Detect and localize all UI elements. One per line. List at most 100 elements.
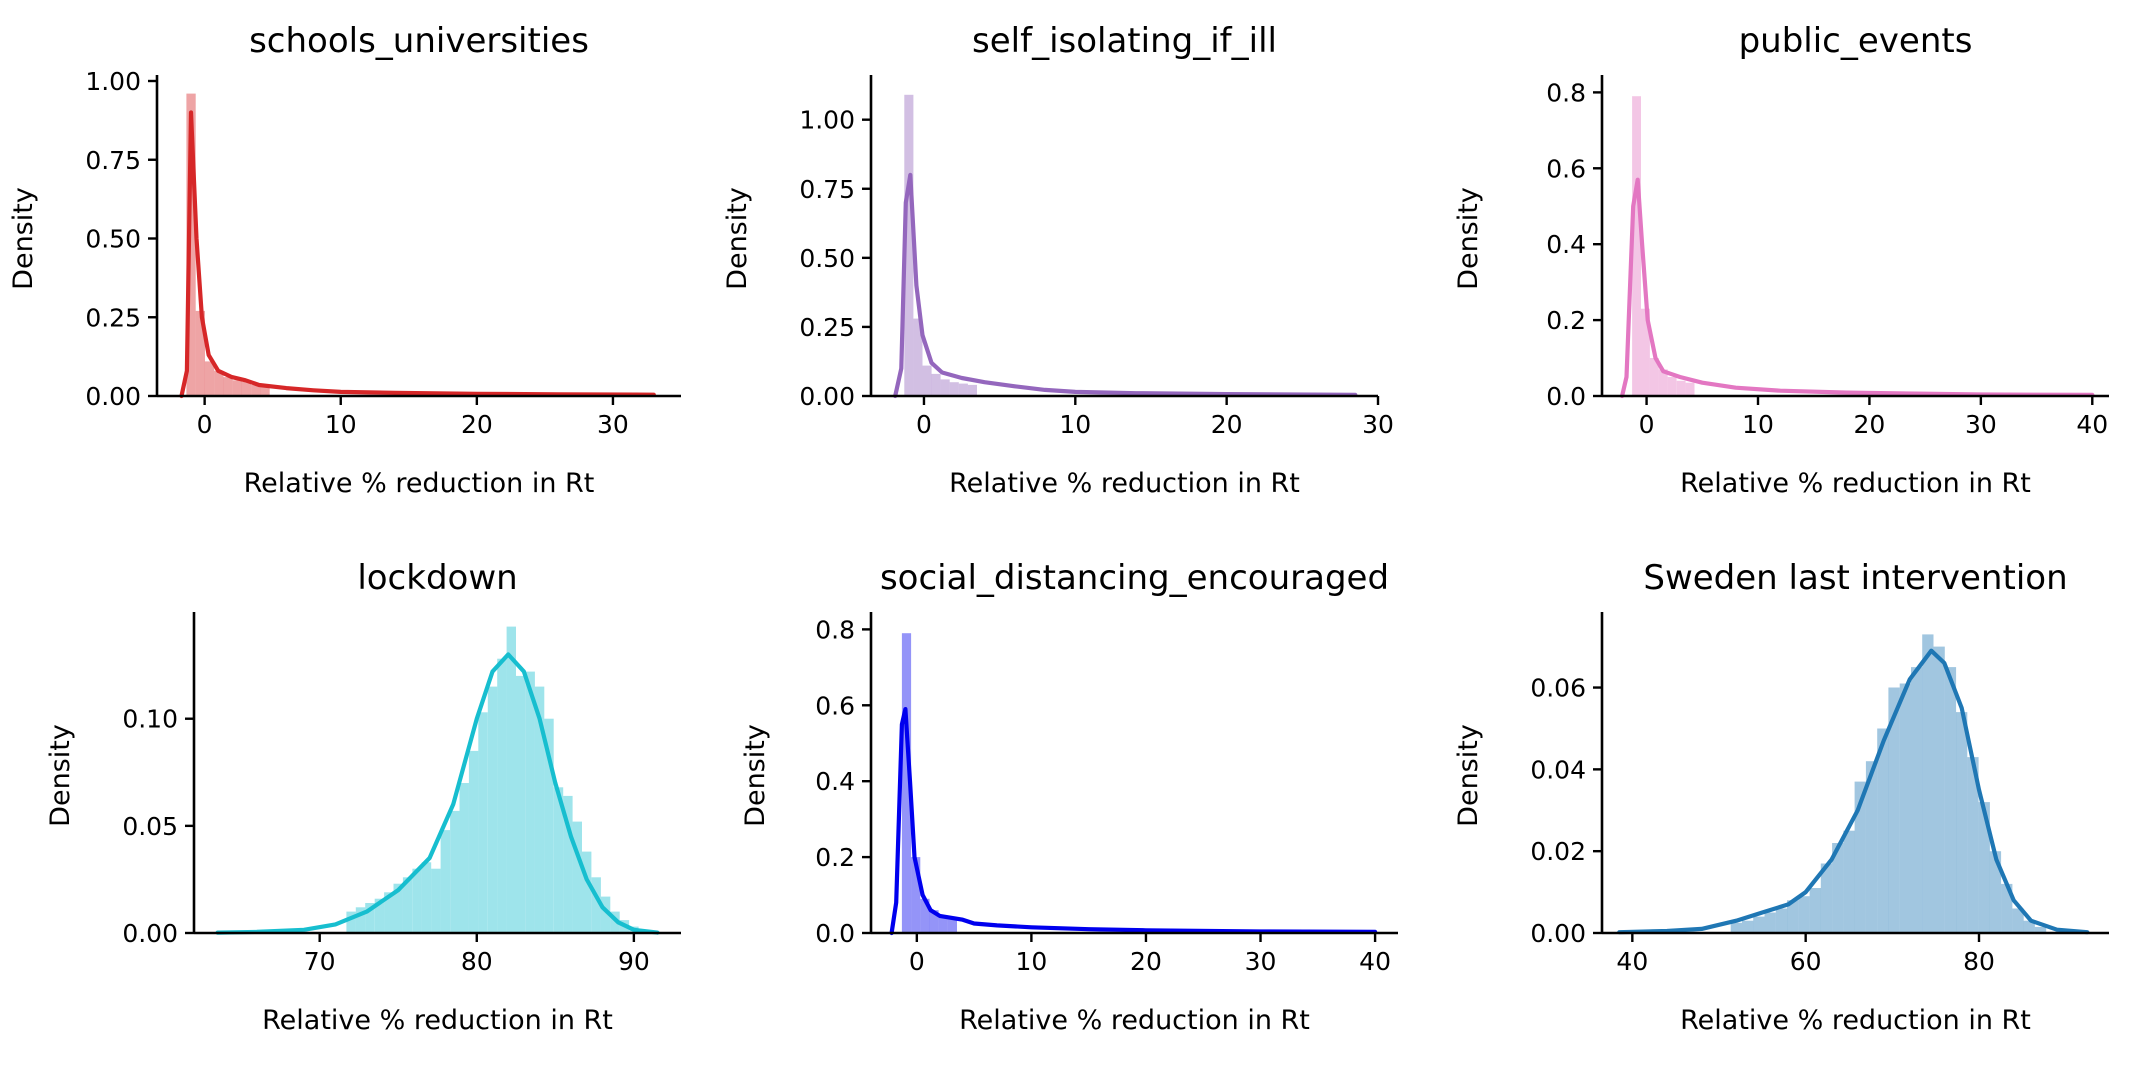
histogram-bar — [949, 382, 959, 396]
histogram-bar — [1899, 683, 1911, 933]
histogram-bar — [958, 383, 968, 396]
x-axis-label: Relative % reduction in Rt — [949, 468, 1300, 499]
y-tick-label: 0.06 — [1530, 674, 1586, 703]
histogram-bar — [544, 718, 554, 933]
histogram-bar — [600, 896, 611, 933]
histogram-bar — [1854, 781, 1866, 933]
histogram-bar — [938, 915, 948, 933]
y-tick-label: 0.00 — [1530, 919, 1586, 948]
subplot-5: 0 10 20 30 40 0.0 0.2 0.4 0.6 0.8 social_distancin… — [740, 558, 1398, 1036]
histogram-bar — [1658, 369, 1668, 396]
histogram-bar — [2034, 926, 2047, 933]
histogram-bar — [412, 868, 422, 933]
histogram-bar — [431, 868, 441, 933]
x-tick-label: 0 — [197, 410, 213, 439]
y-tick-label: 0.50 — [799, 244, 855, 273]
x-tick-label: 30 — [1965, 410, 1997, 439]
x-axis-label: Relative % reduction in Rt — [1680, 468, 2031, 499]
x-tick-label: 10 — [325, 410, 357, 439]
histogram-bar — [506, 626, 516, 933]
subplot-1: 0 10 20 30 0.00 0.25 0.50 0.75 1.00 schools_unive… — [8, 21, 681, 499]
histogram-bar — [1649, 358, 1659, 396]
histogram-bar — [195, 310, 205, 396]
histogram-bar — [232, 380, 242, 397]
histogram-bar — [1667, 377, 1677, 396]
histogram-bar — [1865, 761, 1878, 933]
histogram-bar — [610, 911, 620, 933]
histogram-bar — [911, 857, 921, 933]
histogram-bar — [553, 787, 564, 933]
x-tick-label: 40 — [2076, 410, 2108, 439]
y-axis-label: Density — [722, 187, 753, 290]
x-tick-label: 40 — [1359, 947, 1391, 976]
histogram-bar — [204, 361, 215, 396]
histogram-bar — [251, 385, 261, 396]
x-tick-label: 10 — [1015, 947, 1047, 976]
x-tick-label: 70 — [304, 947, 336, 976]
histogram-bar — [1742, 920, 1754, 933]
histogram-bar — [1922, 634, 1934, 933]
y-tick-label: 0.8 — [1546, 78, 1586, 107]
histogram-bar — [931, 373, 941, 396]
histogram-bar — [440, 830, 450, 933]
histogram-bar — [497, 658, 507, 933]
subplot-title: lockdown — [357, 558, 517, 598]
histogram-bar — [1967, 757, 1979, 933]
histogram-bar — [260, 386, 270, 396]
x-tick-label: 20 — [461, 410, 493, 439]
x-axis-label: Relative % reduction in Rt — [1680, 1005, 2031, 1036]
y-tick-label: 1.00 — [85, 67, 141, 96]
histogram-bar — [384, 892, 394, 933]
subplot-title: social_distancing_encouraged — [880, 558, 1389, 598]
histogram-bar — [901, 633, 912, 933]
x-tick-label: 30 — [597, 410, 629, 439]
x-tick-label: 0 — [916, 410, 932, 439]
subplot-6: 40 60 80 0.00 0.02 0.04 0.06 Sweden last interv… — [1453, 558, 2109, 1036]
histogram-bar — [2001, 883, 2013, 933]
histogram-bar — [904, 94, 914, 397]
subplot-title: schools_universities — [249, 21, 589, 61]
subplot-3: 0 10 20 30 40 0.0 0.2 0.4 0.6 0.8 public_events Rel… — [1453, 21, 2109, 499]
histogram-bar — [1956, 712, 1968, 933]
histogram-bar — [186, 93, 196, 396]
subplot-title: self_isolating_if_ill — [972, 21, 1277, 61]
histogram-bar — [214, 370, 224, 396]
histogram-bar — [534, 686, 545, 933]
histogram-bar — [940, 379, 950, 396]
x-tick-label: 0 — [1639, 410, 1655, 439]
histogram-bar — [1978, 802, 1990, 933]
y-tick-label: 0.02 — [1530, 837, 1586, 866]
histogram-bar — [920, 898, 930, 933]
histogram-bar — [421, 862, 432, 933]
x-axis-label: Relative % reduction in Rt — [244, 468, 595, 499]
y-tick-label: 0.00 — [799, 382, 855, 411]
histogram-bar — [1877, 728, 1889, 933]
histogram-bar — [487, 686, 498, 933]
y-tick-label: 0.75 — [799, 175, 855, 204]
x-tick-label: 20 — [1130, 947, 1162, 976]
subplot-4: 70 80 90 0.00 0.05 0.10 lockdown Relative % red… — [45, 558, 681, 1036]
histogram-bar — [1809, 888, 1821, 933]
histogram-bar — [1764, 912, 1776, 933]
y-tick-label: 1.00 — [799, 106, 855, 135]
y-axis-label: Density — [1453, 724, 1484, 827]
histogram-bar — [1911, 667, 1923, 933]
histogram-bar — [1798, 896, 1810, 933]
histogram-bar — [572, 821, 582, 933]
x-axis-label: Relative % reduction in Rt — [959, 1005, 1310, 1036]
histogram-bar — [374, 898, 385, 933]
kde-line — [1617, 648, 2090, 935]
y-tick-label: 0.04 — [1530, 755, 1586, 784]
y-axis-label: Density — [1453, 187, 1484, 290]
y-tick-label: 0.2 — [1546, 306, 1586, 335]
y-tick-label: 0.25 — [799, 313, 855, 342]
histogram-bar — [1989, 851, 2002, 933]
histogram-bar — [516, 675, 526, 933]
y-tick-label: 0.8 — [815, 615, 855, 644]
histogram-bar — [1775, 908, 1788, 933]
x-tick-label: 10 — [1742, 410, 1774, 439]
y-tick-label: 0.6 — [815, 691, 855, 720]
y-tick-label: 0.10 — [122, 705, 178, 734]
kde-line — [893, 172, 1358, 399]
